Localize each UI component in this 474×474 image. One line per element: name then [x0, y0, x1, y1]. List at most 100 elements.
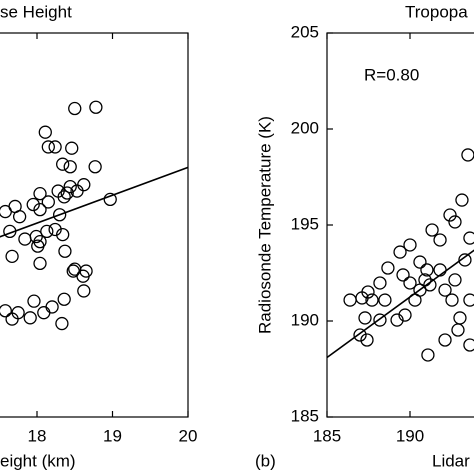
y-axis-label: Radiosonde Temperature (K) — [255, 116, 274, 334]
chart-title: se Height — [0, 2, 72, 21]
data-point — [425, 223, 439, 237]
data-point — [381, 261, 395, 275]
data-point — [373, 313, 387, 327]
data-point — [11, 306, 25, 320]
data-point — [23, 311, 37, 325]
data-point — [77, 178, 91, 192]
data-point — [63, 160, 77, 174]
data-point — [12, 210, 27, 224]
data-point — [103, 192, 117, 207]
data-point — [33, 186, 47, 201]
data-point — [343, 293, 357, 307]
data-point — [361, 285, 375, 299]
data-point — [58, 244, 72, 258]
data-point — [33, 202, 47, 217]
y-tick-label: 195 — [291, 214, 319, 233]
data-point — [48, 222, 62, 237]
data-point — [26, 197, 40, 212]
x-axis-label: eight (km) — [0, 451, 76, 470]
y-tick-label: 190 — [291, 310, 319, 329]
data-point — [18, 232, 32, 246]
data-point — [31, 239, 45, 253]
data-point — [3, 224, 17, 239]
panel-label: (b) — [255, 451, 276, 470]
data-point — [66, 264, 80, 278]
data-point — [413, 283, 427, 297]
data-point — [445, 293, 459, 307]
data-point — [77, 284, 91, 298]
data-point — [433, 263, 447, 277]
chart-title: Tropopa — [405, 2, 468, 21]
data-point — [48, 140, 62, 154]
data-point — [65, 141, 79, 155]
data-point — [45, 300, 59, 314]
y-tick-label: 185 — [291, 406, 319, 425]
data-point — [433, 233, 447, 247]
data-point — [89, 100, 103, 114]
data-point — [438, 283, 452, 297]
data-point — [57, 190, 71, 204]
x-tick-label: 20 — [179, 426, 198, 445]
data-point — [448, 273, 462, 287]
data-point — [463, 338, 474, 352]
data-point — [463, 231, 474, 245]
data-point — [5, 249, 19, 264]
data-point — [413, 255, 427, 269]
data-point — [403, 276, 417, 290]
x-axis-label: Lidar — [432, 451, 470, 470]
x-tick-label: 185 — [313, 426, 341, 445]
data-point — [398, 308, 412, 322]
data-point — [38, 125, 52, 139]
annotation: R=0.80 — [364, 65, 419, 84]
data-point — [41, 140, 55, 154]
data-point — [37, 306, 51, 320]
data-point — [378, 293, 392, 307]
data-point — [453, 311, 467, 325]
data-point — [68, 101, 82, 116]
data-point — [396, 268, 410, 282]
data-point — [461, 148, 474, 162]
data-point — [56, 157, 70, 171]
y-tick-label: 205 — [291, 22, 319, 41]
data-point — [88, 160, 102, 174]
data-point — [403, 238, 417, 252]
x-tick-label: 190 — [396, 426, 424, 445]
data-point — [27, 294, 41, 308]
data-point — [455, 193, 469, 207]
data-point — [393, 245, 407, 259]
data-point — [33, 256, 47, 271]
y-tick-label: 200 — [291, 118, 319, 137]
data-point — [358, 311, 372, 325]
x-tick-label: 19 — [103, 426, 122, 445]
data-point — [451, 323, 465, 337]
data-point — [373, 276, 387, 290]
x-tick-label: 18 — [28, 426, 47, 445]
plot-frame — [326, 32, 474, 418]
data-point — [56, 227, 70, 242]
data-point — [365, 293, 379, 307]
data-point — [390, 313, 404, 327]
data-point — [353, 328, 367, 342]
data-point — [463, 293, 474, 307]
data-point — [41, 195, 55, 209]
data-point — [60, 186, 74, 200]
data-point — [458, 253, 472, 267]
data-point — [63, 179, 77, 194]
data-point — [40, 224, 54, 239]
data-point — [53, 208, 67, 222]
data-point — [0, 204, 12, 219]
plot-frame — [0, 32, 189, 418]
data-point — [0, 304, 12, 318]
data-point — [443, 208, 457, 222]
data-point — [421, 348, 435, 362]
data-point — [57, 292, 71, 306]
fit-line — [327, 249, 474, 359]
plot-area — [327, 148, 474, 362]
data-point — [360, 333, 374, 347]
data-point — [438, 333, 452, 347]
plot-area — [0, 100, 188, 331]
data-point — [448, 215, 462, 229]
data-point — [55, 316, 69, 331]
fit-line — [0, 166, 188, 238]
